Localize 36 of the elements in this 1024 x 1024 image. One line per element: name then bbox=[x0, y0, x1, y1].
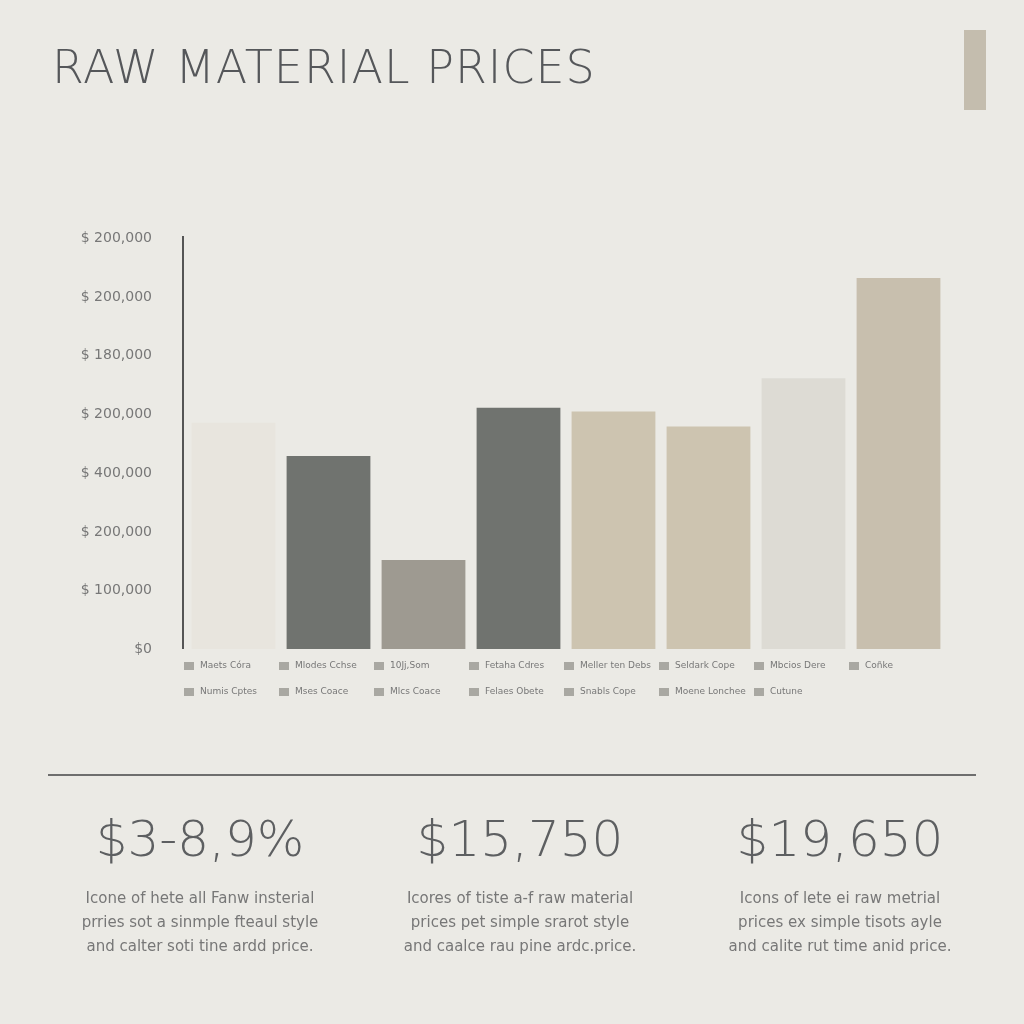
bar bbox=[476, 407, 561, 649]
text: $ 200,000 bbox=[80, 287, 152, 304]
text: $3-8,9% bbox=[94, 810, 306, 868]
bar bbox=[571, 411, 656, 649]
text: $ 400,000 bbox=[80, 463, 152, 480]
text: $0 bbox=[134, 640, 152, 656]
text: Snabls Cope bbox=[580, 686, 636, 696]
text: 10Jj,Som bbox=[390, 660, 430, 670]
text: $ 200,000 bbox=[80, 405, 152, 422]
text: Maets Córa bbox=[200, 660, 251, 670]
text: Icores of tiste a-f raw material prices pet simple srarot style and caalce rau pine ardc.price. bbox=[402, 888, 638, 957]
text: $ 200,000 bbox=[80, 229, 152, 245]
text: $15,750 bbox=[415, 810, 625, 868]
text: Meller ten Debs bbox=[580, 660, 651, 670]
text: Seldark Cope bbox=[675, 660, 735, 670]
text: Icons of lete ei raw metrial prices ex simple tisots ayle and calite rut time anid price. bbox=[727, 888, 953, 957]
text: Mses Coace bbox=[295, 686, 349, 696]
text: $19,650 bbox=[735, 810, 945, 868]
chart-title: RAW MATERIAL PRICES bbox=[52, 40, 596, 94]
text: Fetaha Cdres bbox=[485, 660, 545, 670]
text: Mlcs Coace bbox=[390, 686, 441, 696]
text: $ 180,000 bbox=[80, 346, 152, 363]
bar bbox=[856, 278, 941, 649]
text: Mlodes Cchse bbox=[295, 660, 357, 670]
bar bbox=[286, 456, 371, 649]
text: Coñke bbox=[865, 660, 893, 670]
text: $ 100,000 bbox=[80, 581, 152, 598]
text: $ 200,000 bbox=[80, 522, 152, 539]
text: Mbcios Dere bbox=[770, 660, 826, 670]
text: Numis Cptes bbox=[200, 686, 258, 696]
text: Moene Lonchee bbox=[675, 686, 746, 696]
text: Icone of hete all Fanw insterial prries sot a sinmple fteaul style and calter soti tine ardd price. bbox=[80, 888, 320, 957]
text: Felaes Obete bbox=[485, 686, 544, 696]
bar bbox=[666, 426, 751, 649]
text: Cutune bbox=[770, 686, 803, 696]
bar bbox=[381, 559, 466, 649]
